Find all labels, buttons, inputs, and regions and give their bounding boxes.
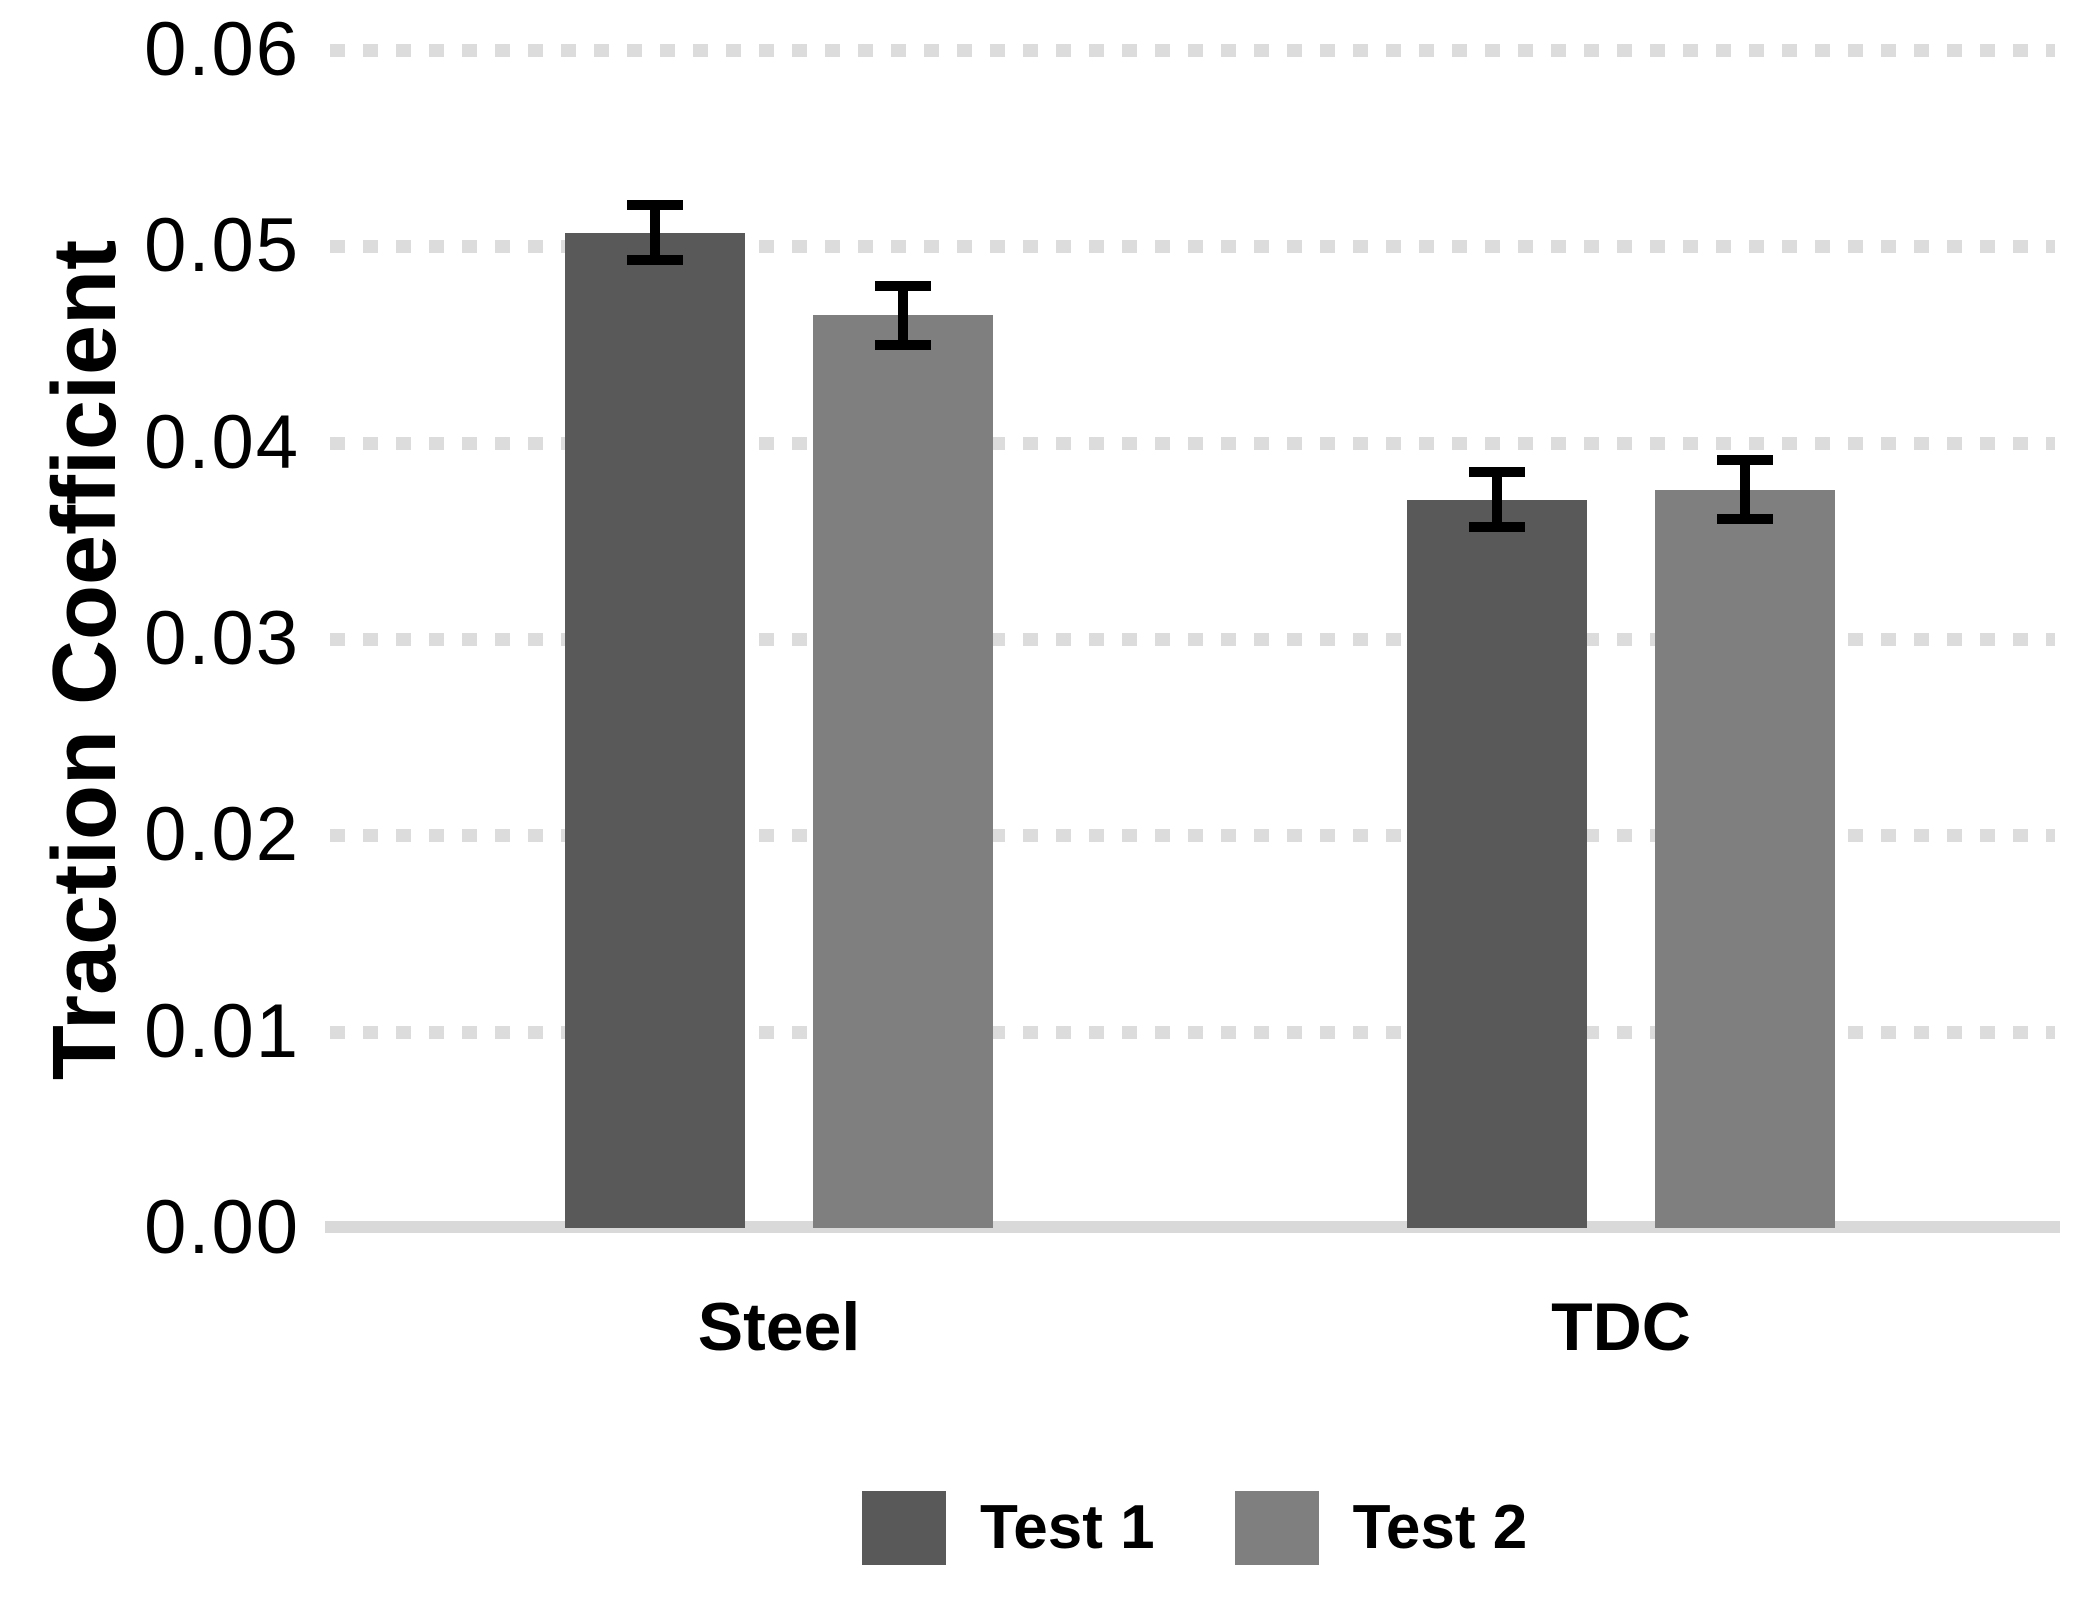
legend-item-test-1: Test 1 <box>862 1488 1155 1568</box>
legend-swatch-test-1 <box>862 1491 946 1565</box>
gridline-0.05 <box>330 240 2055 254</box>
error-bar-whisker-steel-test-1 <box>650 205 660 261</box>
y-tick-label-0.04: 0.04 <box>144 399 300 485</box>
error-bar-cap-top-tdc-test-2 <box>1717 455 1773 466</box>
bar-steel-test-2 <box>813 315 993 1228</box>
legend-item-test-2: Test 2 <box>1234 1488 1528 1568</box>
legend: Test 1 Test 2 <box>862 1488 1527 1568</box>
error-bar-cap-top-tdc-test-1 <box>1469 467 1525 478</box>
x-axis-line <box>325 1221 2060 1233</box>
y-tick-label-0.00: 0.00 <box>144 1185 300 1270</box>
error-bar-whisker-tdc-test-2 <box>1740 460 1750 520</box>
error-bar-cap-bottom-steel-test-1 <box>627 255 683 266</box>
bar-tdc-test-2 <box>1655 489 1835 1228</box>
y-tick-label-0.06: 0.06 <box>144 7 300 92</box>
y-tick-label-0.03: 0.03 <box>144 596 300 681</box>
error-bar-cap-bottom-tdc-test-1 <box>1469 522 1525 533</box>
category-label-tdc: TDC <box>1551 1289 1691 1365</box>
gridline-0.04 <box>330 436 2055 450</box>
bar-steel-test-1 <box>565 232 745 1228</box>
y-tick-label-0.02: 0.02 <box>144 792 300 878</box>
error-bar-whisker-steel-test-2 <box>898 285 908 345</box>
legend-label-test-2: Test 2 <box>1352 1493 1528 1562</box>
error-bar-whisker-tdc-test-1 <box>1492 472 1502 528</box>
error-bar-cap-top-steel-test-2 <box>875 280 931 291</box>
gridline-0.02 <box>330 829 2055 843</box>
error-bar-cap-top-steel-test-1 <box>627 200 683 211</box>
gridline-0.06 <box>330 44 2055 57</box>
error-bar-cap-bottom-steel-test-2 <box>875 339 931 350</box>
gridline-0.01 <box>330 1025 2055 1039</box>
category-label-steel: Steel <box>697 1289 861 1365</box>
error-bar-cap-bottom-tdc-test-2 <box>1717 514 1773 525</box>
y-tick-label-0.05: 0.05 <box>144 203 300 289</box>
legend-swatch-test-2 <box>1234 1491 1319 1565</box>
legend-label-test-1: Test 1 <box>980 1493 1155 1562</box>
bar-tdc-test-1 <box>1407 499 1587 1228</box>
gridline-0.03 <box>330 633 2055 646</box>
y-tick-label-0.01: 0.01 <box>144 988 300 1074</box>
